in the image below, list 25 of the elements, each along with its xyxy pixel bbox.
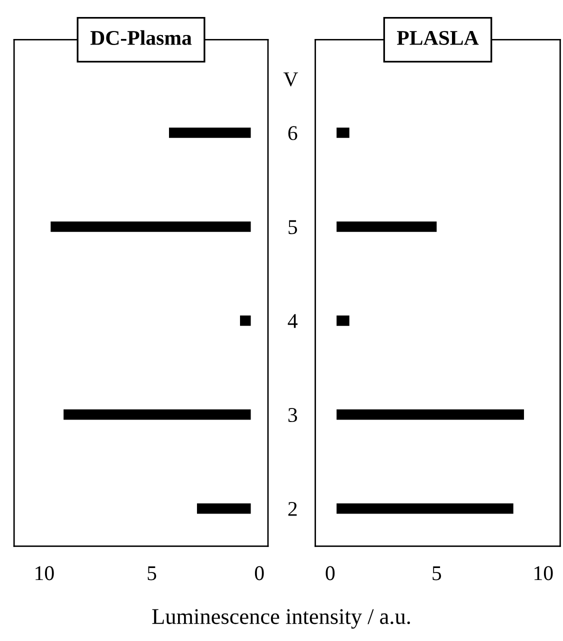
y-tick-label: 6 [288,126,298,140]
x-tick-label: 0 [326,566,335,580]
y-axis-title: V [283,72,298,86]
bar [196,503,251,514]
bar [50,222,251,232]
y-tick-label: 5 [288,220,298,234]
bar [336,409,524,420]
x-axis-title: Luminescence intensity / a.u. [152,609,410,629]
bar [336,128,350,138]
bar [64,409,251,420]
y-tick-label: 4 [288,314,298,328]
bar [336,503,514,514]
x-tick-label: 10 [534,566,553,580]
bar [169,128,251,138]
x-tick-label: 5 [432,566,442,580]
x-tick-label: 0 [254,566,264,580]
chart-title: DC-Plasma [90,30,192,45]
chart-title: PLASLA [396,30,479,45]
bar [336,315,350,326]
bar [240,315,251,326]
x-tick-label: 5 [148,566,156,580]
bar [336,222,437,232]
y-tick-label: 3 [288,408,298,422]
y-tick-label: 2 [288,502,297,516]
x-tick-label: 10 [36,566,54,580]
